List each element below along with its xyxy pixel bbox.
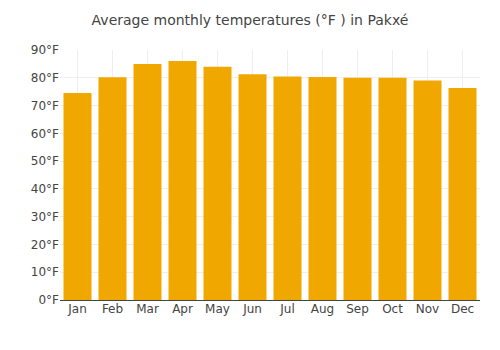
svg-text:May: May (205, 302, 230, 316)
svg-text:60°F: 60°F (31, 127, 59, 141)
svg-text:Average monthly temperatures (: Average monthly temperatures (°F ) in Pa… (92, 12, 409, 28)
svg-text:30°F: 30°F (31, 210, 59, 224)
svg-text:0°F: 0°F (38, 293, 59, 307)
svg-text:Nov: Nov (416, 302, 439, 316)
svg-text:Mar: Mar (136, 302, 159, 316)
svg-text:Jan: Jan (67, 302, 87, 316)
svg-text:80°F: 80°F (31, 71, 59, 85)
svg-text:20°F: 20°F (31, 238, 59, 252)
svg-text:50°F: 50°F (31, 154, 59, 168)
svg-text:Oct: Oct (382, 302, 403, 316)
svg-text:10°F: 10°F (31, 265, 59, 279)
svg-text:Feb: Feb (102, 302, 123, 316)
svg-text:Aug: Aug (311, 302, 334, 316)
svg-text:90°F: 90°F (31, 43, 59, 57)
svg-text:70°F: 70°F (31, 99, 59, 113)
svg-text:Apr: Apr (172, 302, 193, 316)
svg-text:Sep: Sep (346, 302, 369, 316)
svg-text:40°F: 40°F (31, 182, 59, 196)
svg-text:Jun: Jun (242, 302, 262, 316)
svg-text:Jul: Jul (279, 302, 294, 316)
svg-text:Dec: Dec (451, 302, 474, 316)
